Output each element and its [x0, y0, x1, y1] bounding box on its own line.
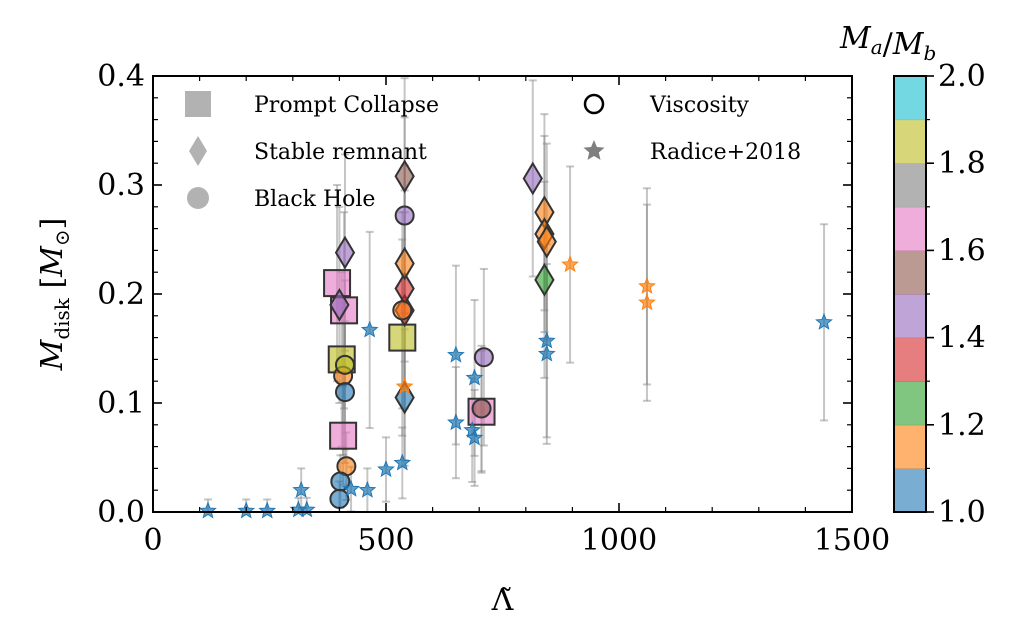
legend-label: Prompt Collapse — [254, 93, 439, 118]
colorbar-tick-label: 1.6 — [938, 233, 986, 268]
legend: Prompt Collapse Stable remnant Black Hole V… — [185, 91, 801, 212]
star-marker — [297, 500, 316, 518]
colorbar-tick-label: 2.0 — [938, 59, 986, 94]
diamond-marker — [394, 159, 415, 194]
diamond-marker — [536, 224, 557, 259]
star-marker — [395, 377, 414, 395]
diamond-marker — [394, 380, 415, 415]
colorbar-tick-label: 1.2 — [938, 408, 986, 443]
star-marker — [377, 460, 395, 478]
star-marker — [638, 293, 656, 311]
y-tick-label: 0.4 — [97, 59, 145, 94]
legend-star-icon — [583, 140, 605, 160]
circle-marker — [329, 488, 350, 509]
colorbar-tick-label: 1.8 — [938, 146, 986, 181]
colorbar-title: Ma/Mb — [839, 21, 936, 65]
x-tick-label: 1000 — [581, 523, 657, 558]
axis-labels: Λ̃ Mdisk [M⊙] — [35, 218, 514, 618]
circle-marker — [334, 382, 355, 403]
colorbar-segment — [894, 76, 926, 121]
circle-marker — [334, 354, 355, 375]
circle-marker — [471, 398, 492, 419]
colorbar-segment — [894, 337, 926, 382]
x-tick-label: 0 — [143, 523, 162, 558]
data-markers — [199, 159, 833, 519]
x-tick-label: 1500 — [814, 523, 890, 558]
circle-marker — [392, 300, 413, 321]
legend-label: Viscosity — [649, 93, 750, 118]
star-marker — [537, 331, 556, 349]
colorbar-segment — [894, 468, 926, 513]
diamond-marker — [394, 246, 415, 281]
star-marker — [463, 420, 482, 438]
y-tick-label: 0.0 — [97, 495, 145, 530]
legend-open-circle-icon — [583, 93, 605, 115]
x-axis-label: Λ̃ — [491, 583, 514, 618]
star-marker — [447, 413, 465, 431]
legend-diamond-icon — [189, 136, 207, 166]
x-tick-label: 500 — [357, 523, 414, 558]
star-marker — [292, 480, 311, 498]
circle-marker — [394, 205, 415, 226]
y-tick-label: 0.1 — [97, 386, 145, 421]
legend-label: Stable remnant — [254, 140, 427, 165]
star-marker — [465, 368, 484, 386]
square-marker — [329, 421, 358, 450]
y-axis-label: Mdisk [M⊙] — [35, 218, 74, 372]
star-marker — [815, 312, 833, 330]
legend-square-icon — [185, 91, 211, 117]
y-tick-label: 0.3 — [97, 168, 145, 203]
legend-circle-icon — [187, 187, 209, 209]
y-tick-label: 0.2 — [97, 277, 145, 312]
legend-label: Black Hole — [254, 187, 375, 212]
diamond-marker — [534, 262, 555, 297]
diamond-marker — [334, 235, 356, 270]
legend-label: Radice+2018 — [650, 140, 801, 165]
star-marker — [465, 428, 484, 446]
star-marker — [537, 344, 556, 362]
colorbar: 1.0 1.2 1.4 1.6 1.8 2.0Ma/Mb — [839, 21, 986, 530]
colorbar-segment — [894, 163, 926, 208]
colorbar-segment — [894, 381, 926, 426]
diamond-marker — [522, 161, 543, 196]
star-marker — [342, 479, 360, 497]
colorbar-segment — [894, 294, 926, 339]
square-marker — [323, 269, 352, 298]
star-marker — [358, 480, 377, 498]
square-marker — [388, 323, 417, 352]
diamond-marker — [329, 287, 350, 322]
star-marker — [447, 345, 465, 363]
colorbar-segment — [894, 206, 926, 251]
circle-marker — [473, 347, 494, 368]
star-marker — [393, 453, 412, 471]
colorbar-segment — [894, 250, 926, 295]
star-marker — [360, 320, 379, 338]
axes: 0 500 1000 1500 0.0 0.1 0.2 0.3 0.4 — [97, 59, 890, 558]
colorbar-tick-label: 1.4 — [938, 321, 986, 356]
colorbar-tick-label: 1.0 — [938, 495, 986, 530]
star-marker — [199, 501, 217, 519]
star-marker — [561, 255, 579, 273]
colorbar-segment — [894, 424, 926, 469]
star-marker — [258, 501, 277, 519]
colorbar-segment — [894, 119, 926, 164]
star-marker — [638, 277, 656, 294]
